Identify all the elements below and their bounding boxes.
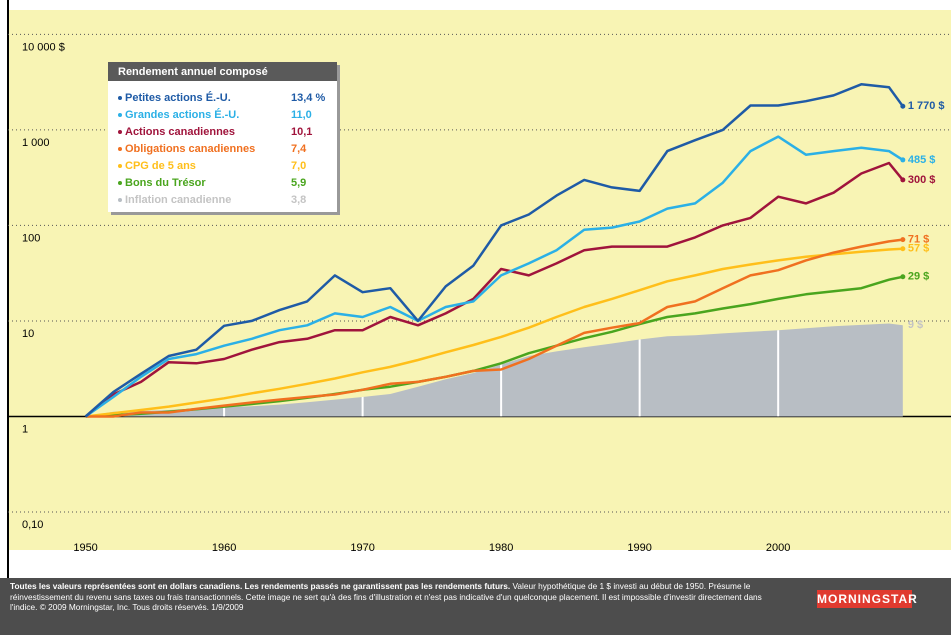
legend-header <box>108 62 337 81</box>
footer-note: Valeur hypothétique de 1 $ investi au dé… <box>10 581 762 612</box>
end-label: 485 $ <box>908 154 936 166</box>
legend-rate: 7,4 <box>291 143 307 155</box>
y-tick-label: 0,10 <box>22 519 43 531</box>
footer: Toutes les valeurs représentées sont en … <box>0 578 951 635</box>
end-dot <box>900 177 906 183</box>
legend-bullet <box>118 130 122 134</box>
y-tick-label: 100 <box>22 232 40 244</box>
legend-name: Petites actions É.-U. <box>125 91 231 104</box>
legend-bullet <box>118 113 122 117</box>
legend-bullet <box>118 164 122 168</box>
y-tick-label: 10 000 $ <box>22 41 65 53</box>
x-tick-label: 2000 <box>766 542 790 554</box>
legend-rate: 11,0 <box>291 109 312 121</box>
legend-rate: 10,1 <box>291 126 312 138</box>
legend-name: Grandes actions É.-U. <box>125 108 239 121</box>
logo: MORNINGSTAR <box>817 590 918 608</box>
y-tick-label: 1 000 <box>22 137 50 149</box>
x-tick-label: 1990 <box>627 542 651 554</box>
legend-rate: 3,8 <box>291 194 306 206</box>
legend-box <box>108 62 337 212</box>
legend-name: Actions canadiennes <box>125 126 235 138</box>
legend-bullet <box>118 181 122 185</box>
chart: 0,10 1 10 100 1 000 10 000 $ 1950 1960 1970 1980 1… <box>7 0 951 578</box>
end-dot <box>900 157 906 163</box>
legend-rate: 7,0 <box>291 160 306 172</box>
x-tick-label: 1980 <box>489 542 513 554</box>
legend-name: Bons du Trésor <box>125 177 206 189</box>
legend-bullet <box>118 147 122 151</box>
footer-bold: Toutes les valeurs représentées sont en … <box>10 581 511 591</box>
end-label: 1 770 $ <box>908 100 945 112</box>
end-dot <box>900 246 906 252</box>
footer-text: Toutes les valeurs représentées sont en … <box>10 581 780 613</box>
line <box>85 247 903 418</box>
x-tick-label: 1960 <box>212 542 236 554</box>
x-tick-label: 1970 <box>350 542 374 554</box>
end-label: 57 $ <box>908 243 929 255</box>
x-tick-label: 1950 <box>73 542 97 554</box>
line <box>84 83 904 418</box>
end-label: 29 $ <box>908 271 929 283</box>
legend-title: Rendement annuel composé <box>118 66 268 78</box>
legend-rate: 5,9 <box>291 177 306 189</box>
end-label: 71 $ <box>908 234 929 246</box>
legend-rate: 13,4 % <box>291 92 325 104</box>
end-dot <box>900 274 906 280</box>
legend-bullet <box>118 96 122 100</box>
end-label: 9 $ <box>908 319 923 331</box>
end-dot <box>900 237 906 243</box>
end-dot <box>900 103 906 109</box>
y-tick-label: 10 <box>22 328 34 340</box>
legend-name: CPG de 5 ans <box>125 160 196 172</box>
y-tick-label: 1 <box>22 423 28 435</box>
legend-name: Inflation canadienne <box>125 194 231 206</box>
line <box>84 161 904 418</box>
legend-name: Obligations canadiennes <box>125 143 255 155</box>
end-label: 300 $ <box>908 174 936 186</box>
line <box>84 135 904 418</box>
legend-bullet <box>118 198 122 202</box>
line <box>85 238 903 418</box>
